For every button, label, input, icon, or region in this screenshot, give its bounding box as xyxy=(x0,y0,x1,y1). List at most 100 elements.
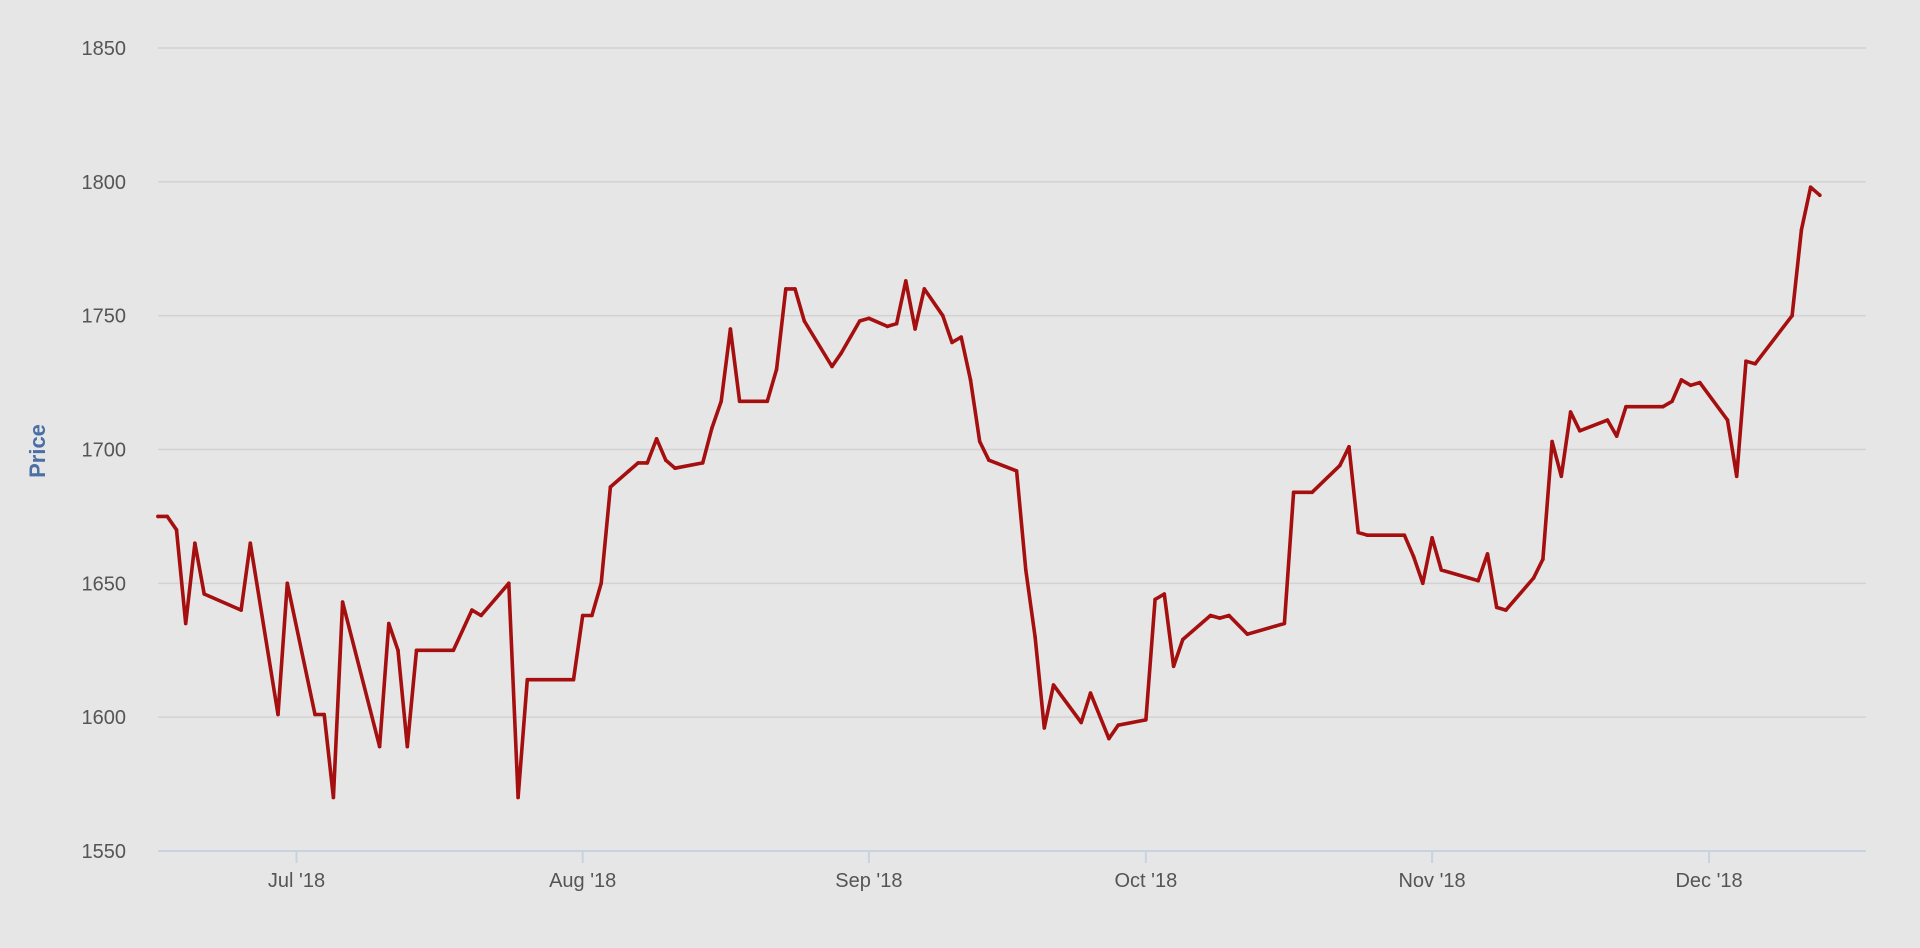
data-point xyxy=(857,319,862,323)
data-point xyxy=(580,613,585,618)
data-point xyxy=(1504,608,1508,612)
data-point xyxy=(654,437,659,441)
data-point xyxy=(1568,410,1573,414)
data-point xyxy=(664,458,668,463)
data-point xyxy=(608,485,613,489)
data-point xyxy=(802,319,807,323)
data-point xyxy=(1494,605,1499,610)
y-tick-label: 1750 xyxy=(82,306,127,328)
data-point xyxy=(839,351,843,355)
data-point xyxy=(728,327,733,331)
data-point xyxy=(1734,474,1739,479)
x-tick-label: Dec '18 xyxy=(1675,870,1742,892)
data-point xyxy=(1171,664,1176,669)
data-point xyxy=(1688,383,1693,388)
data-point xyxy=(1550,439,1554,444)
data-point xyxy=(737,399,742,404)
y-tick-label: 1550 xyxy=(82,841,127,863)
data-point xyxy=(1614,434,1619,438)
data-point xyxy=(959,335,963,339)
y-tick-label: 1800 xyxy=(82,172,127,194)
data-point xyxy=(1245,632,1250,636)
data-point xyxy=(1107,736,1111,741)
data-point xyxy=(968,378,973,382)
data-point xyxy=(913,327,917,331)
data-point xyxy=(405,744,410,749)
x-tick-label: Sep '18 xyxy=(835,870,902,892)
data-point xyxy=(710,426,714,430)
data-point xyxy=(313,712,317,717)
data-point xyxy=(1439,568,1444,572)
data-point xyxy=(479,613,483,618)
y-axis-ticks: 1550 1600 1650 1700 1750 1800 1850 xyxy=(82,38,127,863)
data-point xyxy=(387,621,391,626)
data-point xyxy=(202,592,206,596)
data-point xyxy=(1698,380,1702,385)
data-point xyxy=(516,795,520,800)
data-point xyxy=(636,461,640,465)
x-tick-label: Nov '18 xyxy=(1398,870,1465,892)
data-point xyxy=(1808,185,1813,189)
series-points xyxy=(156,185,1822,800)
data-point xyxy=(571,677,576,682)
data-point xyxy=(1744,359,1748,364)
data-point xyxy=(1799,228,1804,232)
data-point xyxy=(1624,404,1628,409)
data-point xyxy=(1679,378,1684,382)
data-point xyxy=(1217,616,1222,620)
data-point xyxy=(1347,445,1351,449)
grid-lines xyxy=(158,47,1866,718)
data-point xyxy=(1365,533,1370,537)
data-point xyxy=(1531,576,1536,580)
data-point xyxy=(1088,691,1093,695)
data-point xyxy=(719,399,723,404)
data-point xyxy=(165,514,169,519)
data-point xyxy=(1310,490,1314,495)
data-point xyxy=(904,279,908,283)
x-tick-label: Oct '18 xyxy=(1115,870,1178,892)
data-point xyxy=(1208,613,1213,618)
data-point xyxy=(1033,635,1037,639)
data-point xyxy=(1670,399,1674,404)
data-point xyxy=(507,581,511,586)
data-point xyxy=(1014,469,1019,473)
data-point xyxy=(193,541,197,545)
data-point xyxy=(1485,552,1490,556)
data-point xyxy=(451,648,456,653)
data-point xyxy=(276,712,280,717)
data-point xyxy=(1024,568,1028,572)
data-point xyxy=(1411,554,1416,559)
data-point xyxy=(885,324,890,329)
data-point xyxy=(1144,718,1148,722)
data-point xyxy=(1051,683,1056,687)
series-layer xyxy=(156,185,1822,800)
data-point xyxy=(1541,557,1545,561)
data-point xyxy=(987,458,991,463)
data-point xyxy=(977,439,982,444)
data-point xyxy=(1227,613,1231,618)
data-point xyxy=(700,461,705,465)
data-point xyxy=(793,287,797,291)
data-point xyxy=(627,469,631,473)
data-point xyxy=(340,600,345,604)
data-point xyxy=(174,528,179,532)
y-tick-label: 1650 xyxy=(82,573,127,595)
data-point xyxy=(922,287,927,291)
data-point xyxy=(774,367,779,372)
data-point xyxy=(377,744,382,749)
data-point xyxy=(239,608,243,612)
y-tick-label: 1850 xyxy=(82,38,127,60)
series-line xyxy=(156,185,1822,800)
data-point xyxy=(1421,581,1425,586)
data-point xyxy=(1753,362,1757,366)
data-point xyxy=(525,677,530,682)
data-point xyxy=(331,795,336,800)
data-point xyxy=(1725,418,1730,422)
x-axis-ticks: Jul '18 Aug '18 Sep '18 Oct '18 Nov '18 Dec '… xyxy=(268,851,1743,892)
data-point xyxy=(1356,530,1360,535)
data-point xyxy=(1181,637,1185,642)
x-tick-label: Aug '18 xyxy=(549,870,616,892)
data-point xyxy=(1661,404,1665,409)
data-point xyxy=(1042,726,1047,730)
